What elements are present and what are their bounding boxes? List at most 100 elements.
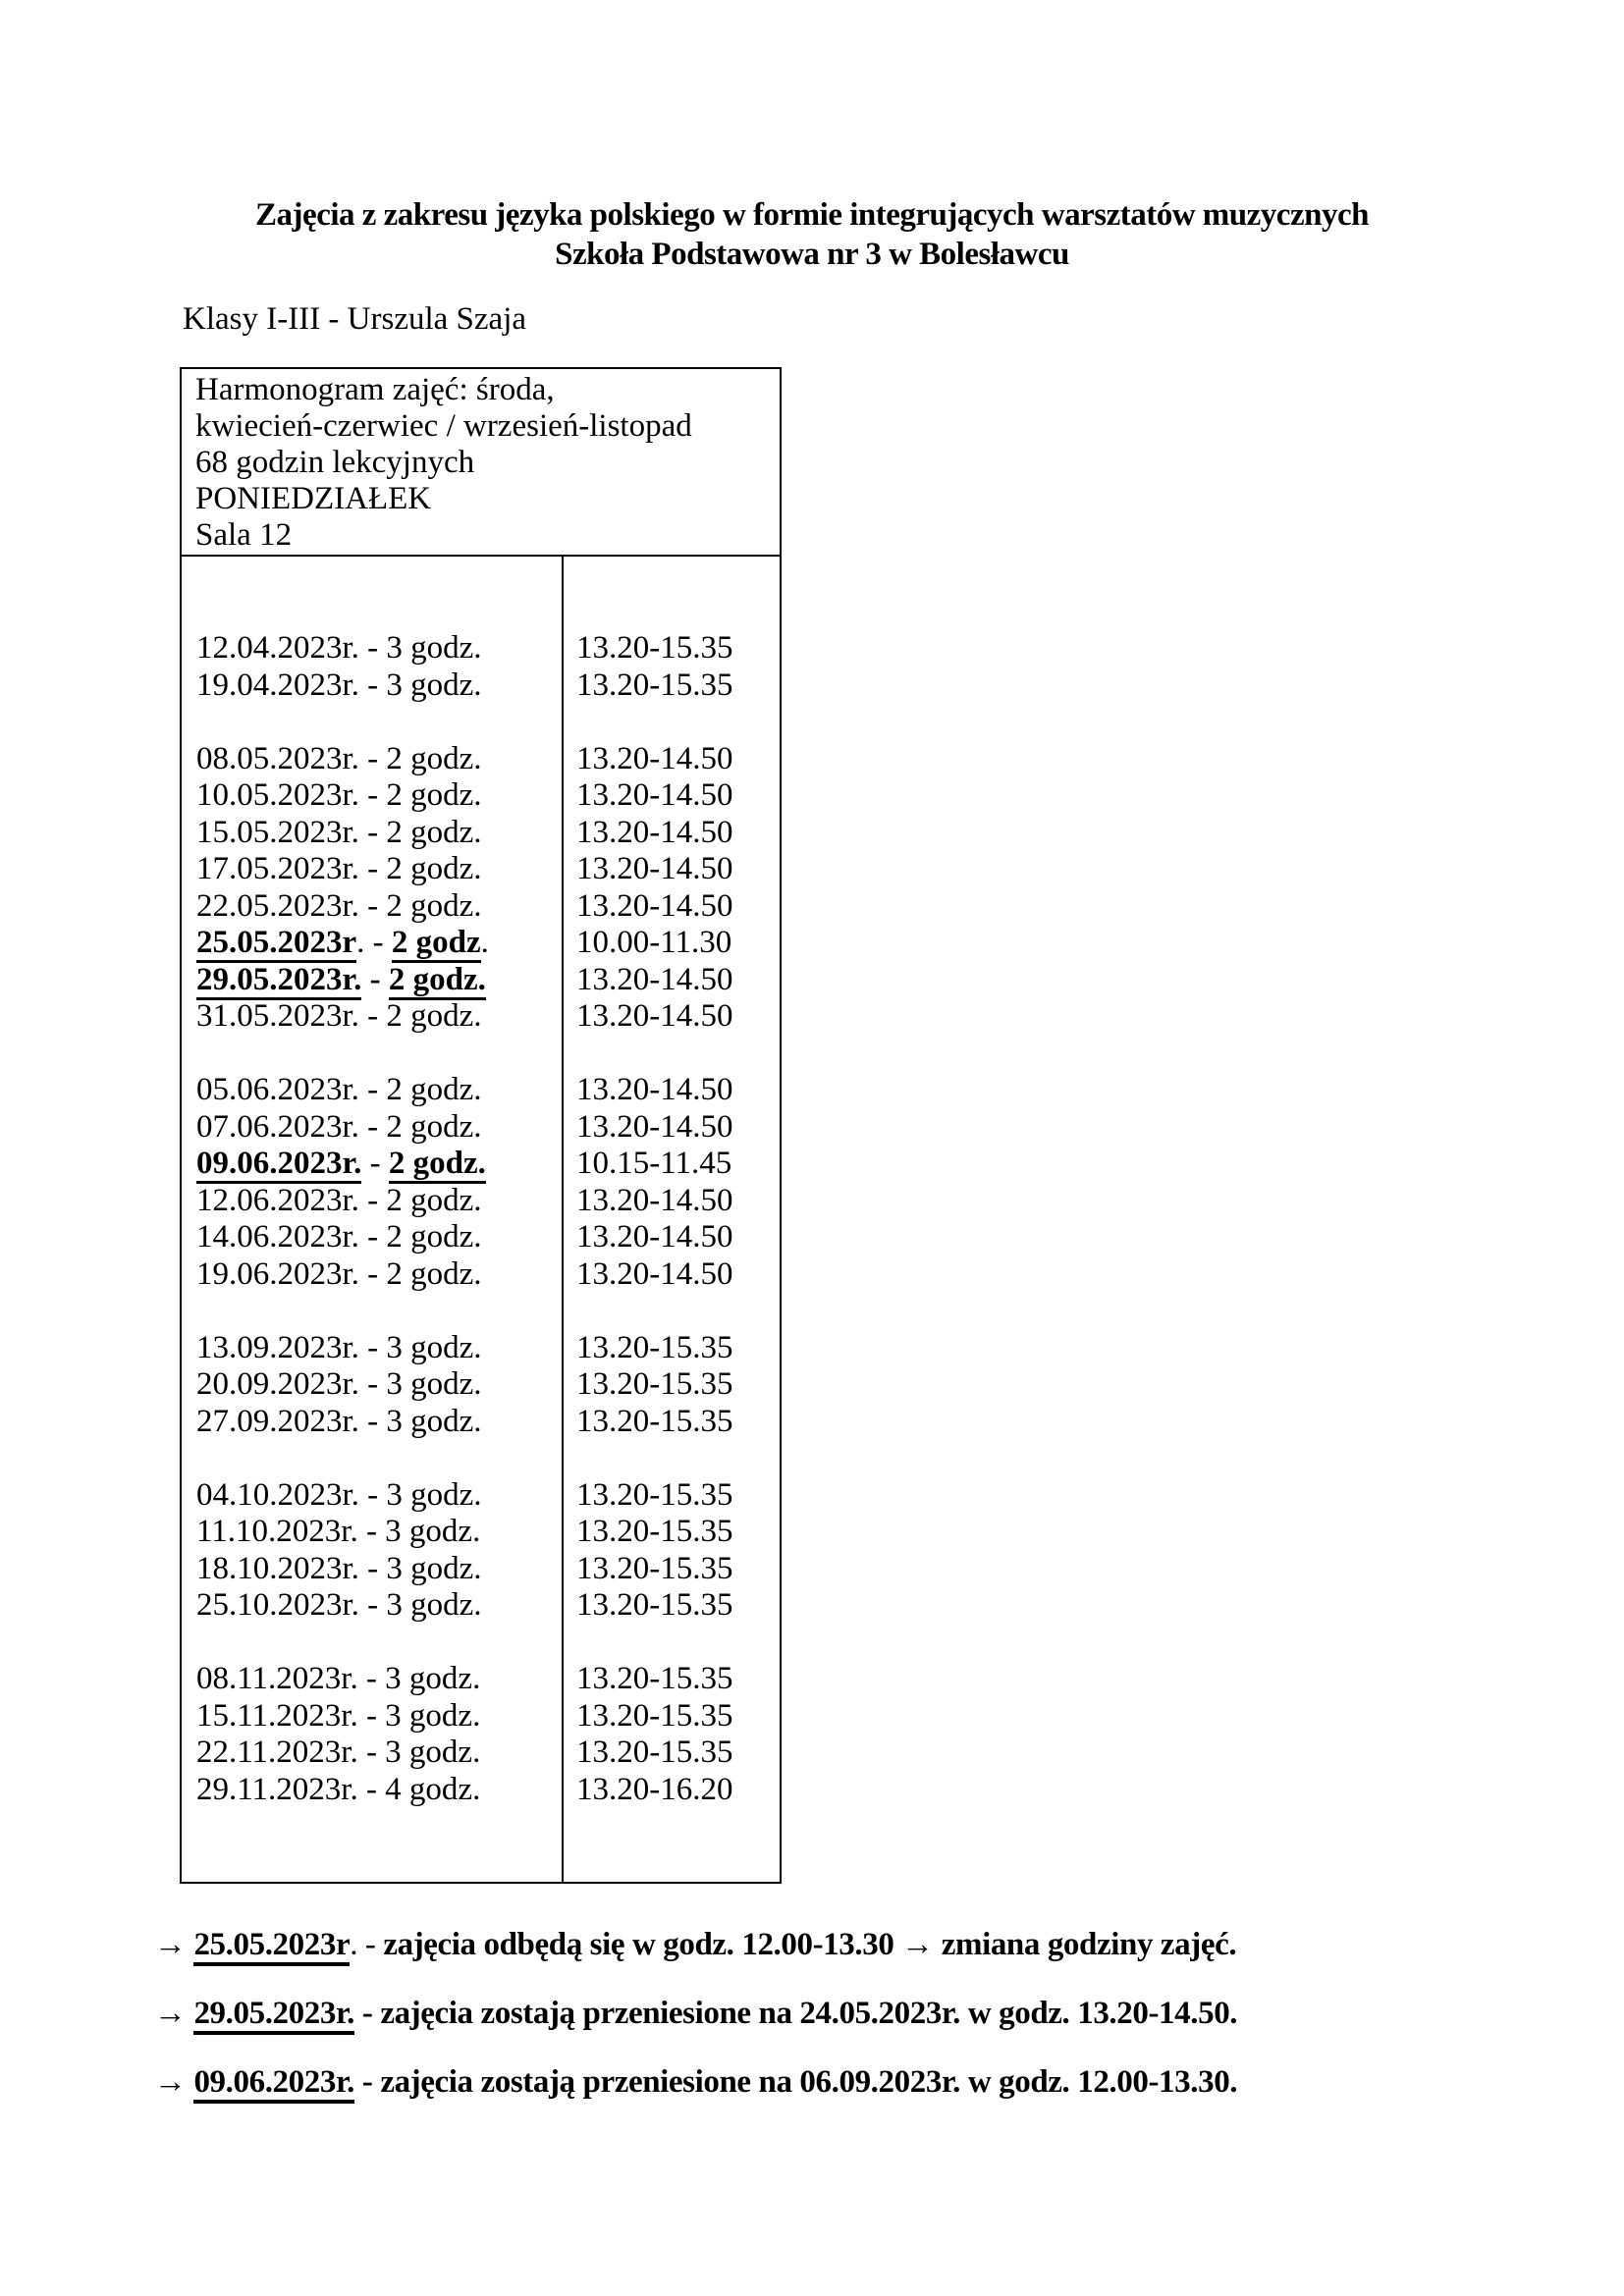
text-segment: 20.09.2023r. - 3 godz. bbox=[196, 1366, 482, 1402]
text-segment: 18.10.2023r. - 3 godz. bbox=[196, 1550, 482, 1586]
time-cell: 13.20-14.50 bbox=[564, 777, 780, 815]
date-cell: 12.04.2023r. - 3 godz. bbox=[182, 630, 564, 667]
date-cell bbox=[182, 1035, 564, 1072]
table-blank-row bbox=[182, 1844, 780, 1883]
table-row: 19.04.2023r. - 3 godz. 13.20-15.35 bbox=[182, 667, 780, 704]
date-cell bbox=[182, 1808, 564, 1845]
text-segment: 10.05.2023r. - 2 godz. bbox=[196, 777, 482, 813]
text-segment: 07.06.2023r. - 2 godz. bbox=[196, 1108, 482, 1145]
time-cell bbox=[564, 1845, 780, 1883]
date-cell bbox=[182, 593, 564, 630]
time-cell: 13.20-15.35 bbox=[564, 1661, 780, 1698]
time-cell: 13.20-14.50 bbox=[564, 1256, 780, 1294]
text-segment: 25.10.2023r. - 3 godz. bbox=[196, 1587, 482, 1623]
time-cell bbox=[564, 1293, 780, 1330]
time-cell bbox=[564, 1625, 780, 1662]
text-segment: . - bbox=[350, 1927, 384, 1962]
note: → 29.05.2023r. - zajęcia zostają przenie… bbox=[154, 1995, 1238, 2035]
text-segment: 15.11.2023r. - 3 godz. bbox=[196, 1697, 481, 1734]
time-cell: 13.20-15.35 bbox=[564, 1477, 780, 1515]
date-cell: 19.06.2023r. - 2 godz. bbox=[182, 1255, 564, 1293]
time-cell bbox=[564, 1440, 780, 1477]
table-row: 25.05.2023r. - 2 godz. 10.00-11.30 bbox=[182, 925, 780, 963]
text-segment: - bbox=[361, 961, 389, 997]
time-value: 13.20-15.35 bbox=[576, 667, 733, 703]
date-cell: 07.06.2023r. - 2 godz. bbox=[182, 1108, 564, 1146]
text-segment: 2 godz bbox=[391, 925, 481, 963]
date-cell bbox=[182, 1844, 564, 1882]
table-row: 27.09.2023r. - 3 godz. 13.20-15.35 bbox=[182, 1403, 780, 1441]
text-segment: 25.05.2023r bbox=[196, 925, 357, 963]
table-row: 22.11.2023r. - 3 godz. 13.20-15.35 bbox=[182, 1735, 780, 1772]
time-cell: 13.20-14.50 bbox=[564, 888, 780, 926]
time-value: 13.20-14.50 bbox=[576, 1182, 733, 1218]
table-header-line: Harmonogram zajęć: środa, bbox=[195, 372, 555, 407]
text-segment: 09.06.2023r. bbox=[196, 1146, 362, 1184]
date-cell: 11.10.2023r. - 3 godz. bbox=[182, 1514, 564, 1551]
time-value: 13.20-14.50 bbox=[576, 851, 733, 886]
date-cell: 18.10.2023r. - 3 godz. bbox=[182, 1550, 564, 1587]
date-cell: 04.10.2023r. - 3 godz. bbox=[182, 1476, 564, 1514]
time-value: 13.20-15.35 bbox=[576, 1735, 733, 1770]
time-value: 13.20-14.50 bbox=[576, 998, 733, 1034]
date-cell: 20.09.2023r. - 3 godz. bbox=[182, 1366, 564, 1404]
text-segment: 19.06.2023r. - 2 godz. bbox=[196, 1255, 482, 1292]
table-row: 11.10.2023r. - 3 godz. 13.20-15.35 bbox=[182, 1514, 780, 1551]
table-row: 29.05.2023r. - 2 godz. 13.20-14.50 bbox=[182, 961, 780, 1000]
text-segment: 12.04.2023r. - 3 godz. bbox=[196, 630, 482, 666]
time-value: 13.20-15.35 bbox=[576, 1661, 733, 1696]
text-segment: . bbox=[480, 925, 489, 960]
date-cell: 27.09.2023r. - 3 godz. bbox=[182, 1403, 564, 1440]
date-cell: 25.05.2023r. - 2 godz. bbox=[182, 925, 564, 963]
note: → 09.06.2023r. - zajęcia zostają przenie… bbox=[154, 2063, 1238, 2104]
date-cell bbox=[182, 1440, 564, 1477]
time-cell: 13.20-15.35 bbox=[564, 1404, 780, 1441]
table-row: 18.10.2023r. - 3 godz. 13.20-15.35 bbox=[182, 1550, 780, 1588]
text-segment: zajęcia zostają przeniesione na 06.09.20… bbox=[380, 2064, 1238, 2100]
time-cell: 10.15-11.45 bbox=[564, 1146, 780, 1183]
table-blank-row bbox=[182, 1293, 780, 1330]
date-cell bbox=[182, 704, 564, 741]
time-cell: 13.20-15.35 bbox=[564, 630, 780, 667]
table-row: 29.11.2023r. - 4 godz. 13.20-16.20 bbox=[182, 1771, 780, 1809]
time-cell: 13.20-15.35 bbox=[564, 1551, 780, 1588]
time-cell: 13.20-14.50 bbox=[564, 1072, 780, 1109]
text-segment: 19.04.2023r. - 3 godz. bbox=[196, 667, 482, 703]
date-cell: 29.11.2023r. - 4 godz. bbox=[182, 1771, 564, 1808]
date-cell: 12.06.2023r. - 2 godz. bbox=[182, 1182, 564, 1219]
time-value: 13.20-15.35 bbox=[576, 630, 733, 666]
time-cell: 13.20-14.50 bbox=[564, 1183, 780, 1220]
time-value: 13.20-15.35 bbox=[576, 1587, 733, 1623]
time-cell bbox=[564, 704, 780, 741]
date-cell: 22.11.2023r. - 3 godz. bbox=[182, 1735, 564, 1772]
date-cell: 09.06.2023r. - 2 godz. bbox=[182, 1146, 564, 1184]
text-segment: - bbox=[354, 1996, 381, 2031]
table-blank-row bbox=[182, 1808, 780, 1845]
table-row: 14.06.2023r. - 2 godz. 13.20-14.50 bbox=[182, 1219, 780, 1256]
title-line-1: Zajęcia z zakresu języka polskiego w for… bbox=[255, 197, 1369, 233]
time-cell: 13.20-16.20 bbox=[564, 1772, 780, 1809]
schedule-table-body: 12.04.2023r. - 3 godz. 13.20-15.35 19.04.2… bbox=[182, 557, 780, 1882]
time-value: 13.20-14.50 bbox=[576, 777, 733, 813]
schedule-table: Harmonogram zajęć: środa, kwiecień-czerwi… bbox=[180, 367, 782, 1884]
time-value: 13.20-14.50 bbox=[576, 814, 733, 850]
date-cell: 14.06.2023r. - 2 godz. bbox=[182, 1219, 564, 1256]
table-row: 31.05.2023r. - 2 godz. 13.20-14.50 bbox=[182, 998, 780, 1036]
time-value: 13.20-15.35 bbox=[576, 1550, 733, 1586]
time-cell: 13.20-14.50 bbox=[564, 998, 780, 1036]
table-header-line: Sala 12 bbox=[195, 517, 293, 553]
date-cell: 22.05.2023r. - 2 godz. bbox=[182, 887, 564, 925]
text-segment: - bbox=[361, 1146, 389, 1181]
table-blank-row bbox=[182, 704, 780, 741]
text-segment: 05.06.2023r. - 2 godz. bbox=[196, 1072, 482, 1107]
time-value: 13.20-14.50 bbox=[576, 1219, 733, 1255]
table-blank-row bbox=[182, 1440, 780, 1477]
table-row: 09.06.2023r. - 2 godz. 10.15-11.45 bbox=[182, 1146, 780, 1184]
time-cell: 13.20-15.35 bbox=[564, 1587, 780, 1625]
table-blank-row bbox=[182, 1624, 780, 1662]
table-row: 25.10.2023r. - 3 godz. 13.20-15.35 bbox=[182, 1587, 780, 1625]
table-row: 12.04.2023r. - 3 godz. 13.20-15.35 bbox=[182, 630, 780, 667]
table-row: 22.05.2023r. - 2 godz. 13.20-14.50 bbox=[182, 887, 780, 926]
table-row: 13.09.2023r. - 3 godz. 13.20-15.35 bbox=[182, 1329, 780, 1366]
date-cell bbox=[182, 557, 564, 594]
